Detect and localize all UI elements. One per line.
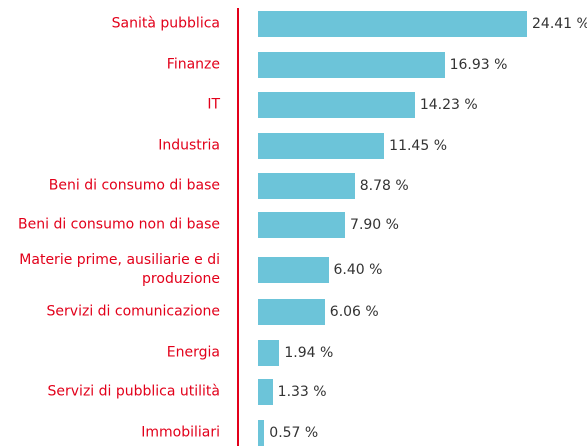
value-label: 14.23 %	[419, 97, 478, 113]
value-label: 11.45 %	[389, 138, 448, 154]
value-label: 0.57 %	[269, 425, 319, 441]
category-label: Industria	[158, 137, 220, 154]
value-label: 1.94 %	[284, 345, 334, 361]
value-label: 6.06 %	[329, 304, 379, 320]
bar	[258, 173, 355, 199]
category-label: Servizi di pubblica utilità	[47, 383, 220, 400]
category-label: IT	[207, 96, 220, 113]
value-label: 6.40 %	[333, 262, 383, 278]
bar	[258, 340, 280, 366]
bar	[258, 11, 527, 37]
value-label: 8.78 %	[359, 178, 409, 194]
category-label: Energia	[166, 344, 220, 361]
bar	[258, 299, 325, 325]
bar	[258, 212, 346, 238]
value-label: 7.90 %	[350, 217, 399, 233]
bar	[258, 257, 329, 283]
category-label: Sanità pubblica	[111, 15, 220, 32]
value-label: 1.33 %	[277, 384, 327, 400]
category-label: Immobiliari	[141, 424, 220, 441]
bar	[258, 379, 273, 405]
category-label: Finanze	[166, 56, 220, 73]
category-label: Beni di consumo non di base	[18, 216, 220, 233]
value-label: 24.41 %	[532, 16, 587, 32]
category-label: Servizi di comunicazione	[46, 303, 220, 320]
category-label: Beni di consumo di base	[48, 177, 220, 194]
bar	[258, 133, 385, 159]
bar	[258, 92, 415, 118]
bar	[258, 52, 445, 78]
bar	[258, 420, 265, 446]
category-label: Materie prime, ausiliarie e di produzion…	[19, 252, 220, 287]
axis-line	[237, 8, 239, 446]
value-label: 16.93 %	[449, 57, 508, 73]
